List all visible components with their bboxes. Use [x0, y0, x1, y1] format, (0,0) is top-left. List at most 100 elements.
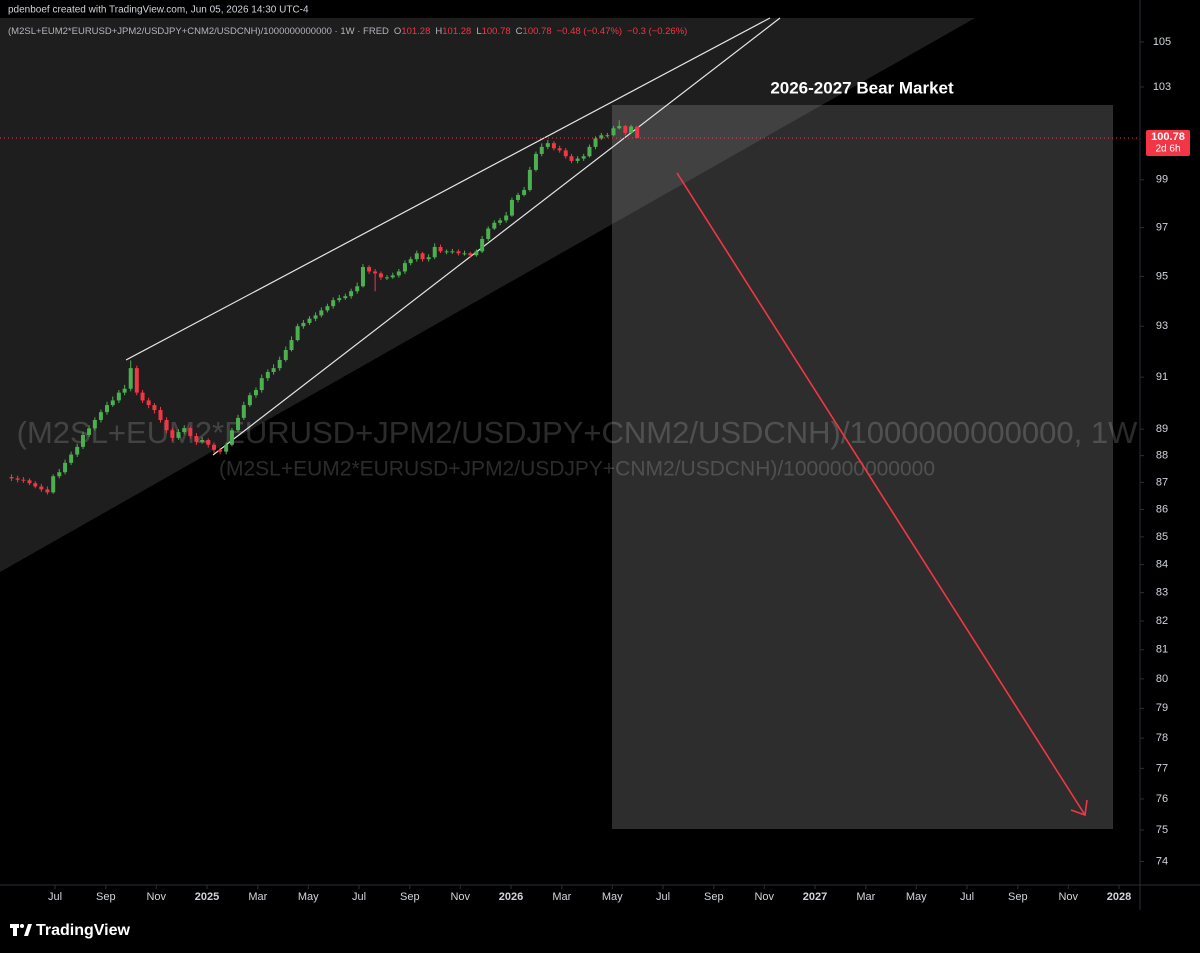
forecast-arrow — [676, 172, 1086, 816]
x-tick-label: Sep — [400, 891, 420, 903]
candle-body — [390, 275, 395, 278]
wedge-lower-line — [212, 17, 781, 456]
x-tick-label: 2027 — [803, 891, 827, 903]
candle-body — [509, 199, 514, 216]
logo-part — [13, 924, 17, 936]
candle-body — [170, 430, 175, 438]
candle-body — [301, 322, 306, 327]
x-tick-label: Nov — [450, 891, 470, 903]
candle-body — [331, 300, 336, 307]
x-tick-label: May — [906, 891, 927, 903]
candle-body — [581, 156, 586, 159]
y-tick-label: 83 — [1156, 587, 1168, 599]
x-tick-label: 2026 — [499, 891, 523, 903]
candle-body — [51, 476, 56, 493]
y-tick-label: 82 — [1156, 615, 1168, 627]
candle-body — [164, 419, 169, 431]
x-tick-label: Jul — [48, 891, 62, 903]
candle-body — [176, 432, 181, 438]
forecast-arrowhead — [1070, 799, 1088, 817]
x-tick-label: May — [602, 891, 623, 903]
candle-body — [87, 428, 92, 435]
y-tick-label: 97 — [1156, 221, 1168, 233]
x-tick-label: Sep — [704, 891, 724, 903]
legend: (M2SL+EUM2*EURUSD+JPM2/USDJPY+CNM2/USDCN… — [8, 26, 687, 37]
logo-part — [24, 924, 32, 936]
candle-body — [206, 439, 211, 445]
candle-body — [313, 315, 318, 319]
candle-body — [545, 143, 550, 147]
y-tick-label: 79 — [1156, 702, 1168, 714]
candle-body — [236, 417, 241, 431]
candle-body — [39, 486, 44, 490]
y-tick-label: 85 — [1156, 531, 1168, 543]
y-tick-label: 86 — [1156, 503, 1168, 515]
candle-body — [438, 246, 443, 252]
candle-body — [408, 259, 413, 264]
candle-body — [337, 298, 342, 301]
y-tick-label: 89 — [1156, 423, 1168, 435]
candle-body — [557, 148, 562, 151]
candle-body — [462, 253, 467, 255]
legend-key: C — [516, 26, 523, 37]
candle-body — [450, 251, 455, 253]
legend-key: L — [476, 26, 481, 37]
candle-body — [432, 246, 437, 258]
candle-body — [373, 271, 378, 274]
candle-body — [128, 368, 133, 389]
candle-body — [253, 390, 258, 396]
legend-value: 100.78 — [523, 26, 552, 37]
y-tick-label: 84 — [1156, 559, 1168, 571]
candle-body — [146, 400, 151, 406]
candle-body — [593, 138, 598, 147]
legend-change: −0.3 (−0.26%) — [627, 26, 687, 37]
candle-body — [57, 472, 62, 477]
candle-body — [325, 306, 330, 311]
candle-body — [575, 158, 580, 161]
candle-body — [182, 428, 187, 433]
candle-body — [45, 489, 50, 493]
candle-body — [140, 392, 145, 401]
candle-body — [444, 251, 449, 253]
candle-body — [21, 479, 26, 481]
legend-change: −0.48 (−0.47%) — [557, 26, 623, 37]
y-tick-label: 77 — [1156, 762, 1168, 774]
x-tick-label: Mar — [552, 891, 571, 903]
annotation: 2026-2027 Bear Market — [770, 78, 954, 97]
y-tick-label: 74 — [1156, 855, 1168, 867]
candle-body — [367, 267, 372, 272]
candle-body — [75, 446, 80, 455]
legend-value: 101.28 — [401, 26, 430, 37]
legend-value: 101.28 — [442, 26, 471, 37]
candle-body — [569, 156, 574, 161]
candle-body — [241, 405, 246, 418]
candle-body — [116, 392, 121, 401]
upper-shading — [0, 18, 975, 572]
y-tick-label: 81 — [1156, 644, 1168, 656]
candle-body — [319, 310, 324, 316]
candle-body — [516, 194, 521, 200]
y-tick-label: 105 — [1153, 36, 1171, 48]
candle-body — [9, 477, 14, 479]
candle-body — [69, 454, 74, 463]
candle-body — [563, 150, 568, 157]
candle-body — [539, 146, 544, 154]
candle-body — [307, 318, 312, 323]
candle-body — [15, 478, 20, 480]
y-tick-label: 93 — [1156, 320, 1168, 332]
x-tick-label: Jul — [656, 891, 670, 903]
candle-body — [265, 371, 270, 379]
candle-body — [492, 222, 497, 229]
x-tick-label: 2025 — [195, 891, 219, 903]
candle-body — [360, 267, 365, 287]
countdown: 2d 6h — [1155, 144, 1180, 155]
candle-body — [80, 434, 85, 447]
candle-body — [402, 263, 407, 272]
candle-body — [63, 462, 68, 473]
candle-body — [295, 326, 300, 341]
candle-body — [152, 405, 157, 411]
candle-body — [623, 125, 628, 133]
watermark-subtitle: (M2SL+EUM2*EURUSD+JPM2/USDJPY+CNM2/USDCN… — [219, 458, 935, 481]
